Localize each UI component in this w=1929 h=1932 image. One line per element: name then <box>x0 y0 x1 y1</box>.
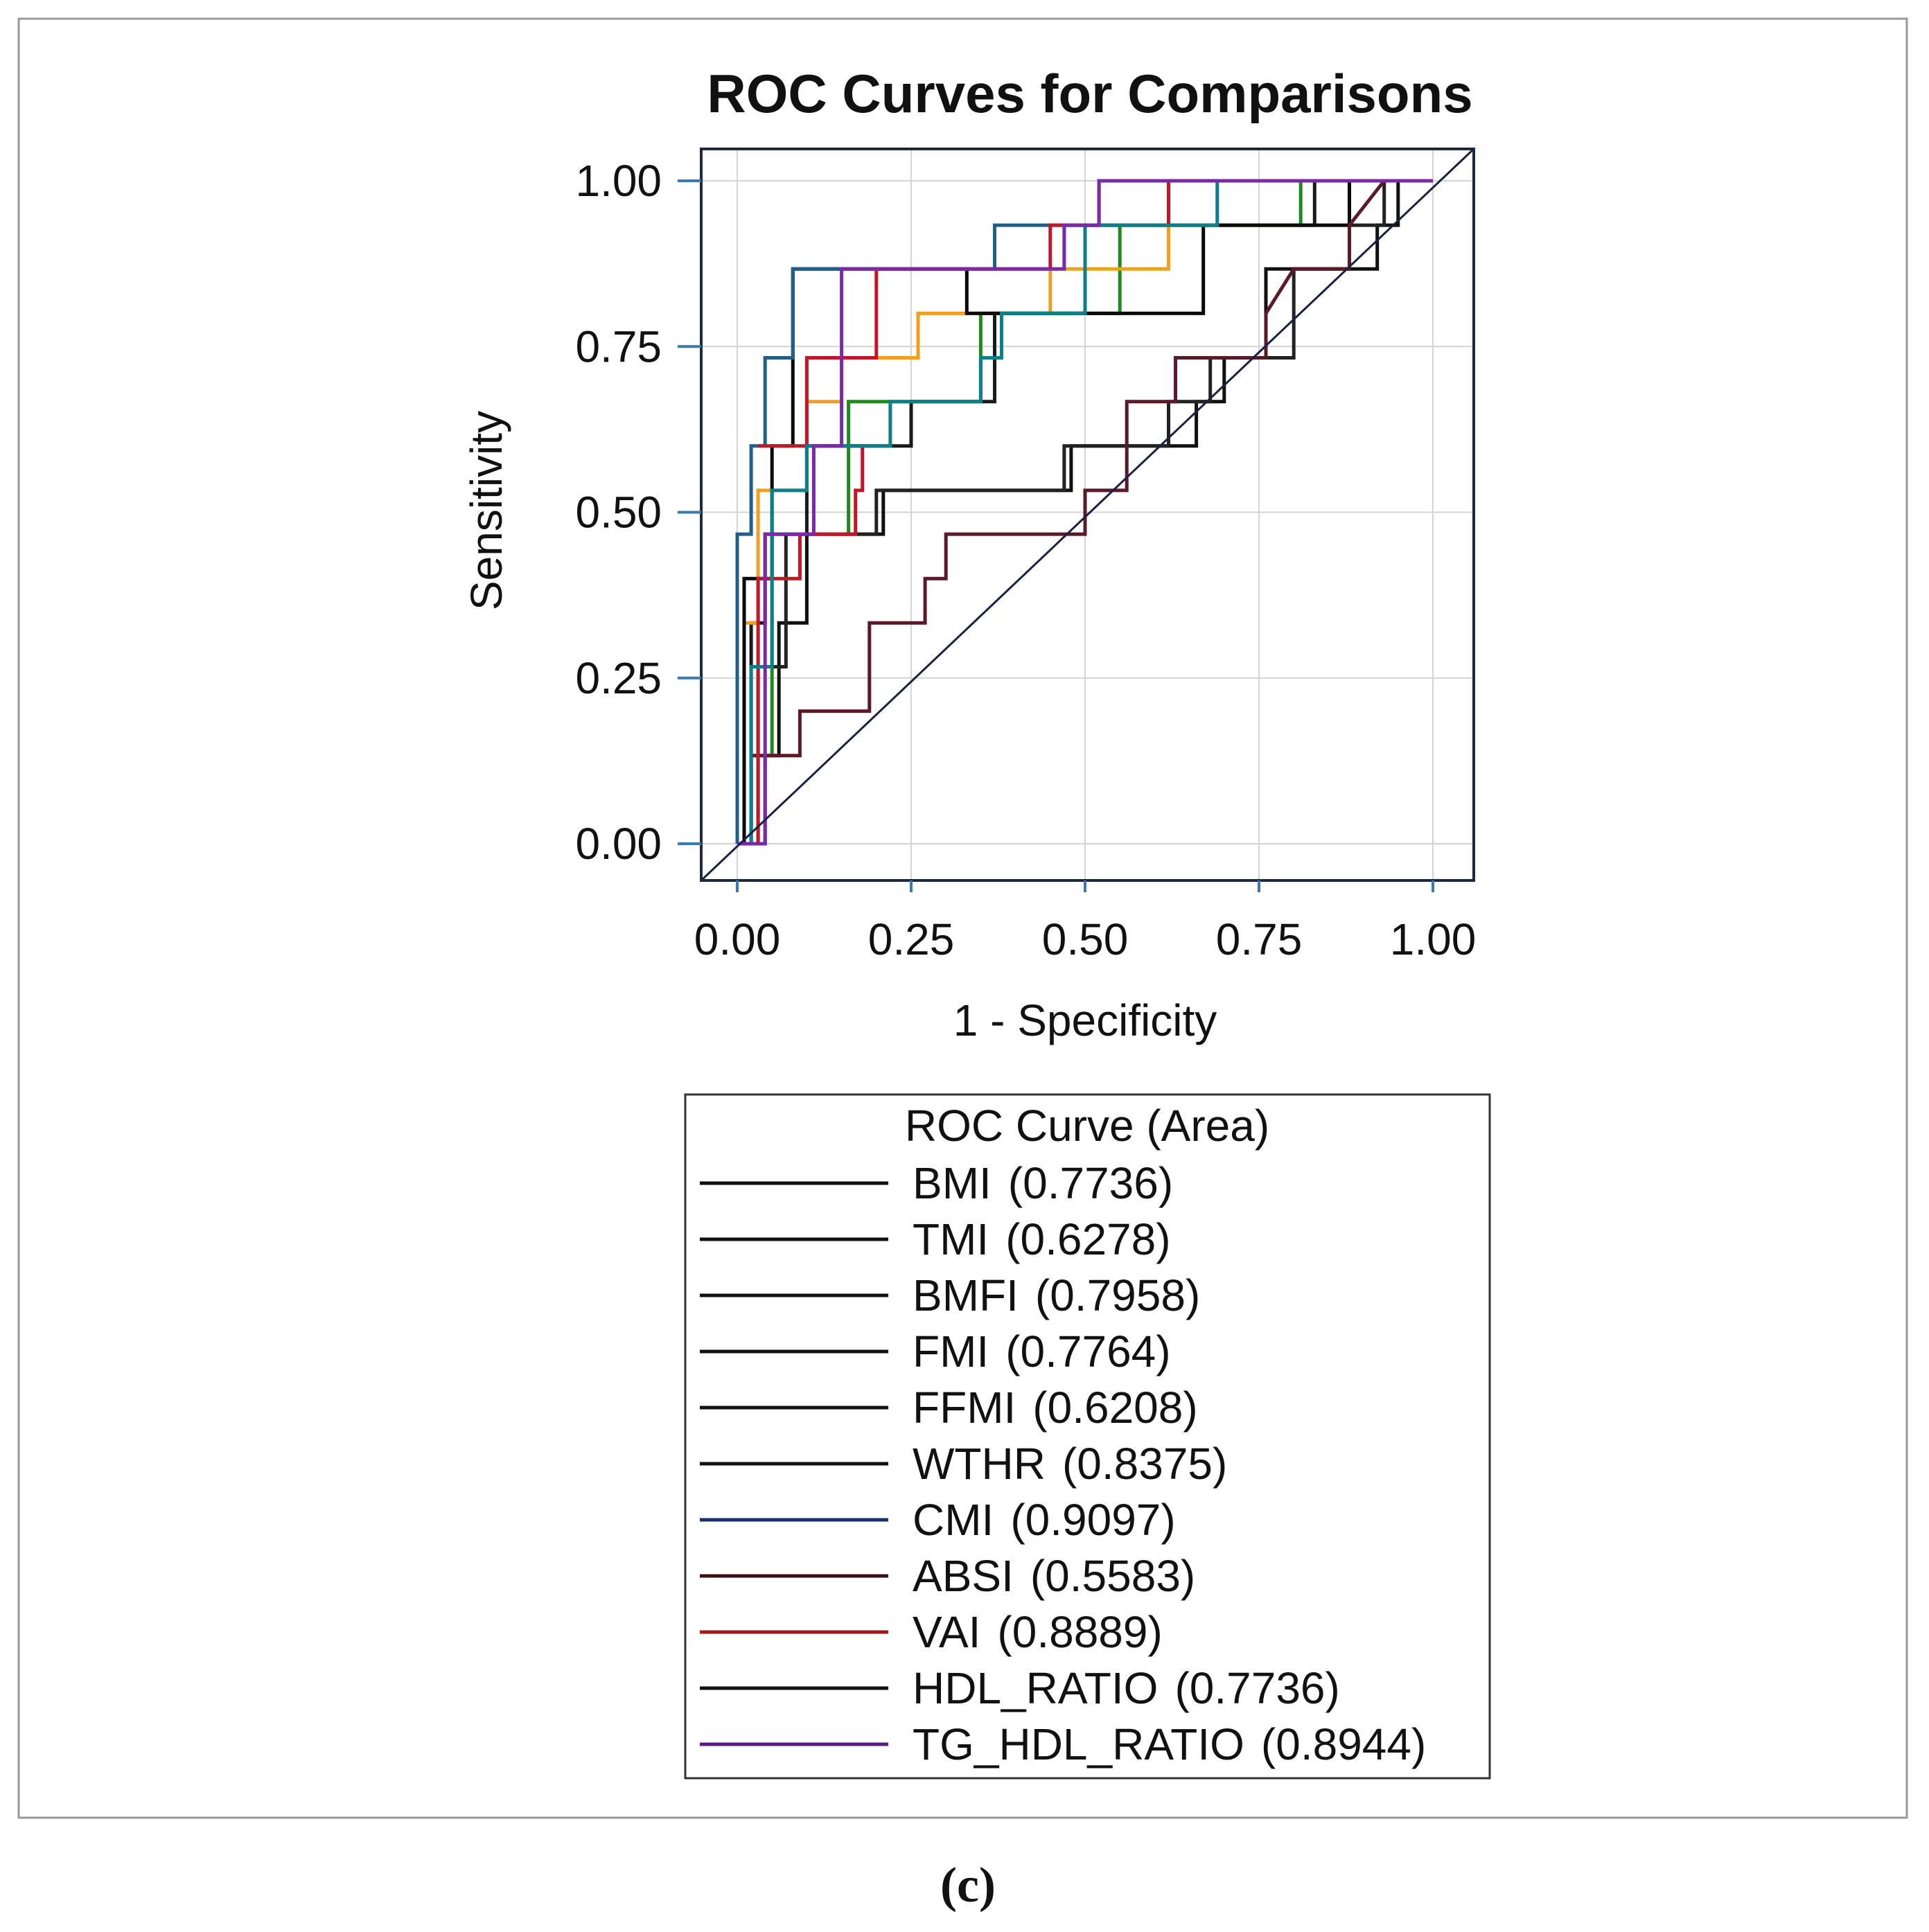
chart-title: ROC Curves for Comparisons <box>707 63 1472 124</box>
legend-box <box>684 1093 1491 1780</box>
legend-label: TG_HDL_RATIO (0.8944) <box>913 1719 1426 1769</box>
y-tick-label: 1.00 <box>575 156 662 206</box>
roc-curve-tg-hdl-ratio <box>737 179 1433 846</box>
roc-curve-hdl-ratio <box>737 179 1433 846</box>
y-tick-label: 0.50 <box>575 488 662 538</box>
x-tick-label: 0.25 <box>868 914 955 964</box>
legend-area: (0.6208) <box>1032 1383 1197 1433</box>
y-axis-label: Sensitivity <box>461 411 511 610</box>
x-axis-label: 1 - Specificity <box>953 995 1217 1045</box>
plot-frame <box>700 148 1475 882</box>
series-group <box>735 179 1433 846</box>
legend-area: (0.7736) <box>1174 1663 1339 1713</box>
legend-label: BMI (0.7736) <box>913 1158 1173 1208</box>
reference-diagonal <box>700 148 1475 882</box>
legend-label: WTHR (0.8375) <box>913 1439 1227 1489</box>
legend-label: CMI (0.9097) <box>913 1495 1176 1545</box>
legend-area: (0.8375) <box>1062 1439 1227 1489</box>
legend-area: (0.9097) <box>1010 1495 1175 1545</box>
legend-area: (0.8944) <box>1261 1719 1426 1769</box>
legend-label: ABSI (0.5583) <box>913 1551 1195 1601</box>
legend-area: (0.5583) <box>1030 1551 1195 1601</box>
roc-curve-vai <box>737 179 1433 846</box>
legend-label: TMI (0.6278) <box>913 1214 1171 1264</box>
legend: BMI (0.7736) TMI (0.6278) BMFI (0.7958) FMI (0.… <box>700 1158 1426 1769</box>
x-tick-label: 0.50 <box>1042 914 1129 964</box>
axis-ticks: 0.00 0.25 0.50 0.75 1.00 0.00 0.25 0.50 0.75 1.00 <box>575 156 1476 964</box>
legend-area: (0.7958) <box>1035 1270 1200 1320</box>
y-tick-label: 0.75 <box>575 321 662 371</box>
legend-label: FFMI (0.6208) <box>913 1383 1198 1433</box>
roc-curve-absi <box>737 179 1433 846</box>
legend-label: FMI (0.7764) <box>913 1327 1171 1376</box>
legend-area: (0.7764) <box>1005 1327 1170 1376</box>
y-tick-label: 0.25 <box>575 653 662 703</box>
x-tick-label: 1.00 <box>1390 914 1477 964</box>
figure-caption: (c) <box>940 1857 996 1913</box>
x-tick-label: 0.00 <box>694 914 781 964</box>
legend-area: (0.7736) <box>1008 1158 1173 1208</box>
x-tick-label: 0.75 <box>1216 914 1303 964</box>
legend-label: BMFI (0.7958) <box>913 1270 1200 1320</box>
legend-title: ROC Curve (Area) <box>905 1101 1269 1151</box>
legend-area: (0.8889) <box>997 1607 1162 1657</box>
y-tick-label: 0.00 <box>575 819 662 869</box>
legend-area: (0.6278) <box>1005 1214 1170 1264</box>
legend-label: VAI (0.8889) <box>913 1607 1163 1657</box>
legend-label: HDL_RATIO (0.7736) <box>913 1663 1340 1713</box>
